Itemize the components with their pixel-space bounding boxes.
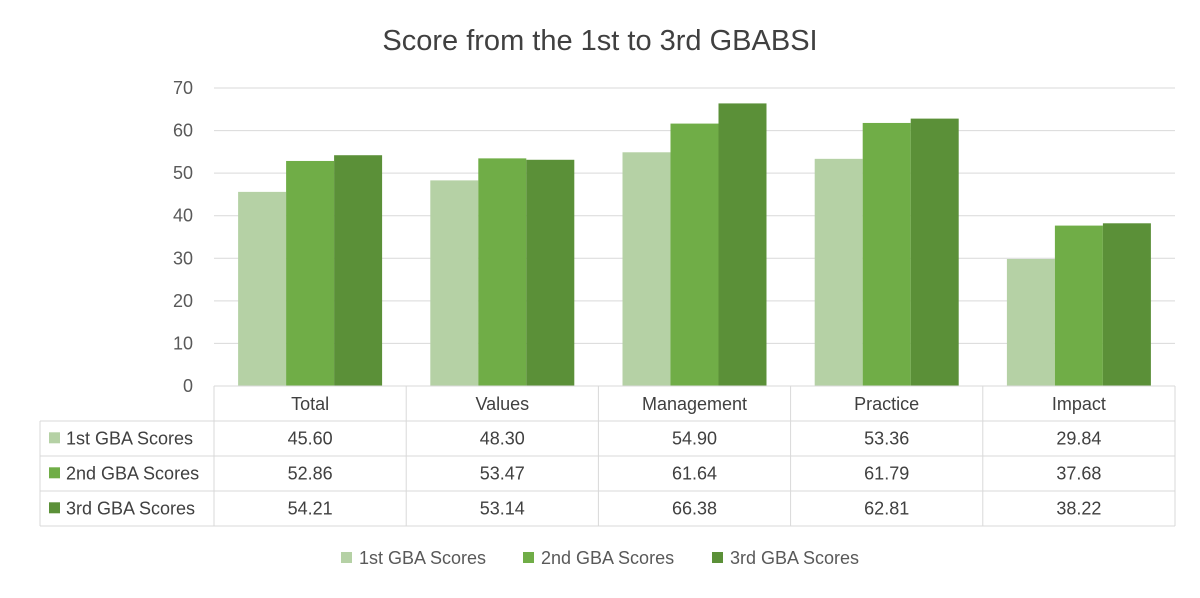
- category-label: Impact: [1052, 394, 1106, 414]
- series-row-label: 3rd GBA Scores: [66, 498, 195, 518]
- bar: [670, 123, 719, 386]
- category-label: Management: [642, 394, 747, 414]
- data-value: 61.79: [864, 463, 909, 483]
- data-value: 38.22: [1056, 498, 1101, 518]
- data-value: 54.90: [672, 428, 717, 448]
- bar: [1054, 225, 1103, 386]
- legend-swatch: [341, 552, 352, 563]
- data-value: 53.14: [480, 498, 525, 518]
- legend-swatch: [523, 552, 534, 563]
- y-tick-label: 50: [173, 163, 193, 183]
- data-value: 66.38: [672, 498, 717, 518]
- bar: [1006, 258, 1055, 386]
- bar: [814, 158, 863, 386]
- data-value: 29.84: [1056, 428, 1101, 448]
- data-value: 37.68: [1056, 463, 1101, 483]
- bars: [238, 103, 1151, 386]
- series-key-swatch: [49, 502, 60, 514]
- legend-label: 2nd GBA Scores: [541, 548, 674, 568]
- bar: [478, 158, 527, 386]
- data-value: 48.30: [480, 428, 525, 448]
- y-tick-label: 30: [173, 248, 193, 268]
- y-tick-label: 0: [183, 376, 193, 396]
- data-value: 61.64: [672, 463, 717, 483]
- bar: [862, 122, 911, 386]
- data-value: 52.86: [288, 463, 333, 483]
- y-tick-label: 40: [173, 206, 193, 226]
- category-label: Practice: [854, 394, 919, 414]
- y-tick-label: 10: [173, 333, 193, 353]
- bar: [430, 180, 479, 386]
- series-row-label: 1st GBA Scores: [66, 428, 193, 448]
- data-value: 54.21: [288, 498, 333, 518]
- bar: [718, 103, 767, 386]
- category-label: Total: [291, 394, 329, 414]
- legend: 1st GBA Scores 2nd GBA Scores 3rd GBA Scor…: [341, 548, 859, 568]
- series-key-swatch: [49, 432, 60, 444]
- data-value: 53.36: [864, 428, 909, 448]
- data-table: Total Values Management Practice Impact 1st G…: [39, 385, 1176, 527]
- category-label: Values: [475, 394, 529, 414]
- bar: [910, 118, 959, 386]
- y-tick-label: 70: [173, 78, 193, 98]
- y-tick-label: 20: [173, 291, 193, 311]
- data-value: 45.60: [288, 428, 333, 448]
- bar: [334, 155, 383, 386]
- bar: [1102, 223, 1151, 386]
- bar: [526, 159, 575, 386]
- series-row-label: 2nd GBA Scores: [66, 463, 199, 483]
- y-axis-ticks: 0 10 20 30 40 50 60 70: [173, 78, 193, 396]
- bar: [622, 152, 671, 386]
- legend-label: 3rd GBA Scores: [730, 548, 859, 568]
- bar: [238, 191, 287, 386]
- data-value: 62.81: [864, 498, 909, 518]
- data-value: 53.47: [480, 463, 525, 483]
- y-tick-label: 60: [173, 121, 193, 141]
- bar: [286, 160, 335, 386]
- legend-label: 1st GBA Scores: [359, 548, 486, 568]
- legend-swatch: [712, 552, 723, 563]
- series-key-swatch: [49, 467, 60, 479]
- chart-title: Score from the 1st to 3rd GBABSI: [382, 25, 817, 57]
